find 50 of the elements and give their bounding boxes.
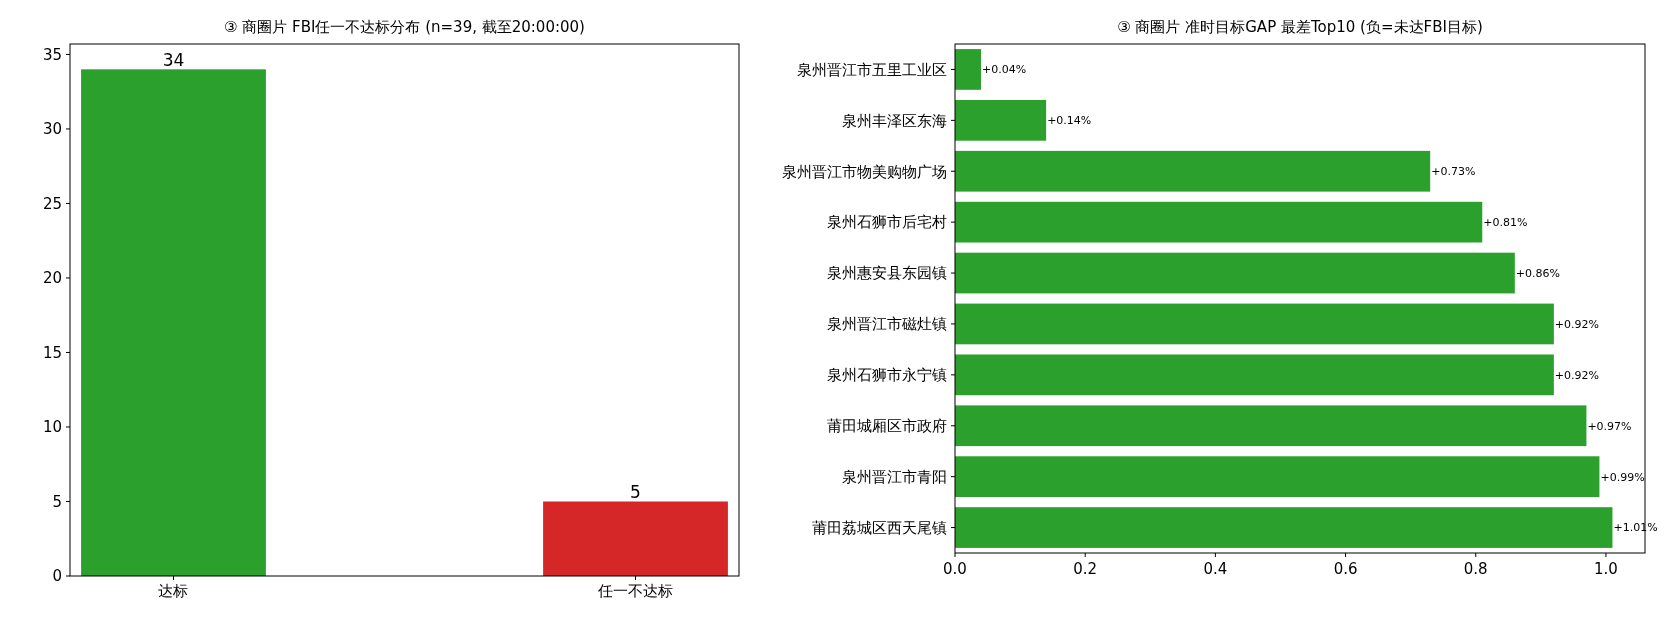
y-tick-label: 莆田荔城区西天尾镇 — [812, 518, 947, 537]
y-tick-label: 泉州石狮市后宅村 — [827, 213, 947, 232]
data-label: 5 — [630, 482, 641, 503]
x-tick-label: 0.6 — [1333, 560, 1358, 578]
x-tick-label: 达标 — [158, 582, 189, 600]
bar — [955, 507, 1613, 548]
y-tick-label: 泉州晋江市物美购物广场 — [782, 162, 947, 181]
y-tick-label: 0 — [52, 567, 62, 586]
data-label: +0.04% — [982, 63, 1027, 77]
y-tick-label: 泉州晋江市五里工业区 — [797, 60, 947, 79]
bar — [955, 49, 982, 90]
x-tick-label: 0.4 — [1203, 560, 1228, 578]
bar — [955, 201, 1483, 243]
y-tick-label: 泉州惠安县东园镇 — [827, 264, 947, 283]
x-tick-label: 0.0 — [943, 560, 967, 578]
y-tick-label: 15 — [42, 343, 62, 362]
y-tick-label: 35 — [42, 45, 62, 64]
bar — [955, 99, 1047, 141]
chart-title: ③ 商圈片 FBI任一不达标分布 (n=39, 截至20:00:00) — [224, 18, 585, 36]
data-label: +1.01% — [1613, 521, 1658, 535]
data-label: 34 — [162, 50, 185, 71]
data-label: +0.97% — [1587, 419, 1632, 433]
y-tick-label: 25 — [42, 194, 62, 213]
data-label: +0.99% — [1600, 470, 1645, 484]
bar — [955, 150, 1431, 192]
x-tick-label: 1.0 — [1594, 560, 1618, 578]
x-tick-label: 0.2 — [1073, 560, 1098, 578]
bar — [955, 405, 1587, 447]
bar — [955, 303, 1554, 345]
y-tick-label: 泉州石狮市永宁镇 — [827, 366, 947, 385]
y-tick-label: 泉州晋江市磁灶镇 — [827, 315, 947, 334]
y-tick-label: 莆田城厢区市政府 — [827, 417, 947, 435]
data-label: +0.81% — [1483, 216, 1528, 229]
data-label: +0.92% — [1554, 317, 1600, 331]
x-tick-label: 0.8 — [1463, 560, 1488, 578]
bar — [955, 354, 1554, 396]
y-tick-label: 5 — [52, 492, 62, 511]
data-label: +0.92% — [1554, 368, 1600, 382]
x-tick-label: 任一不达标 — [597, 582, 674, 600]
bar — [955, 456, 1600, 498]
y-tick-label: 泉州晋江市青阳 — [842, 467, 947, 486]
data-label: +0.86% — [1515, 266, 1560, 280]
y-tick-label: 30 — [42, 120, 62, 139]
bar — [955, 252, 1515, 294]
y-tick-label: 10 — [42, 418, 62, 437]
data-label: +0.14% — [1047, 114, 1092, 128]
y-tick-label: 泉州丰泽区东海 — [842, 111, 947, 130]
y-tick-label: 20 — [42, 269, 62, 288]
chart-title: ③ 商圈片 准时目标GAP 最差Top10 (负=未达FBI目标) — [1117, 18, 1483, 36]
data-label: +0.73% — [1431, 165, 1476, 179]
